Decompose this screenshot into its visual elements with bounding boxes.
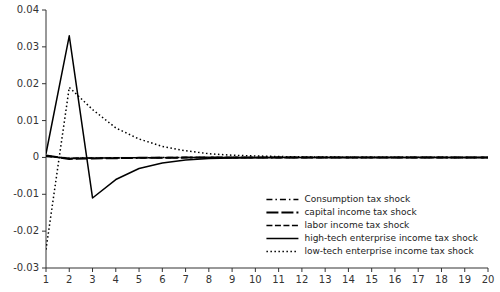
x-tick [139,268,140,272]
y-tick [42,120,46,121]
x-tick [255,268,256,272]
x-tick [185,268,186,272]
x-tick-label: 19 [458,274,471,285]
x-tick [162,268,163,272]
x-tick [348,268,349,272]
legend-swatch [266,238,298,240]
y-tick-label: 0.04 [17,4,39,15]
x-tick [418,268,419,272]
x-tick [115,268,116,272]
x-tick-label: 13 [319,274,332,285]
x-tick-label: 6 [159,274,165,285]
x-tick-label: 7 [182,274,188,285]
legend-label: labor income tax shock [304,220,410,230]
x-tick [371,268,372,272]
x-tick-label: 9 [229,274,235,285]
y-axis-line [46,10,47,268]
y-tick [42,10,46,11]
x-tick [278,268,279,272]
x-tick-label: 11 [272,274,285,285]
x-tick-label: 8 [206,274,212,285]
y-tick [42,231,46,232]
x-tick-label: 17 [412,274,425,285]
y-tick-label: -0.01 [13,188,39,199]
x-tick-label: 14 [342,274,355,285]
y-tick [42,46,46,47]
x-tick-label: 12 [296,274,309,285]
legend-swatch [266,199,298,201]
chart: -0.03-0.02-0.0100.010.020.030.0412345678… [0,0,500,292]
x-tick [325,268,326,272]
y-tick-label: 0.01 [17,115,39,126]
y-tick-label: 0.03 [17,41,39,52]
legend: Consumption tax shock capital income tax … [266,194,478,256]
x-tick [69,268,70,272]
lines [46,36,488,250]
x-tick-label: 16 [389,274,402,285]
x-tick-label: 20 [482,274,495,285]
legend-swatch [266,251,298,253]
legend-label: Consumption tax shock [304,194,411,204]
y-tick-label: 0.02 [17,78,39,89]
x-tick-label: 2 [66,274,72,285]
legend-label: capital income tax shock [304,207,417,217]
background [0,0,500,292]
x-tick [208,268,209,272]
x-tick-label: 5 [136,274,142,285]
legend-swatch [266,212,298,214]
x-tick [488,268,489,272]
y-tick [42,268,46,269]
x-tick [441,268,442,272]
y-tick [42,157,46,158]
x-tick-label: 4 [113,274,119,285]
x-axis-line [46,268,488,269]
x-tick-label: 1 [43,274,49,285]
x-tick [394,268,395,272]
x-tick [92,268,93,272]
x-tick-label: 10 [249,274,262,285]
x-tick-label: 18 [435,274,448,285]
series-line [46,87,488,249]
series-line [46,36,488,198]
y-tick [42,83,46,84]
x-tick-label: 15 [365,274,378,285]
x-tick [464,268,465,272]
x-tick [301,268,302,272]
y-tick-label: 0 [33,151,39,162]
y-tick [42,194,46,195]
x-tick [46,268,47,272]
x-tick [232,268,233,272]
legend-label: high-tech enterprise income tax shock [304,233,478,243]
legend-label: low-tech enterprise income tax shock [304,246,474,256]
y-tick-label: -0.03 [13,262,39,273]
legend-swatch [266,225,298,227]
y-tick-label: -0.02 [13,225,39,236]
x-tick-label: 3 [89,274,95,285]
